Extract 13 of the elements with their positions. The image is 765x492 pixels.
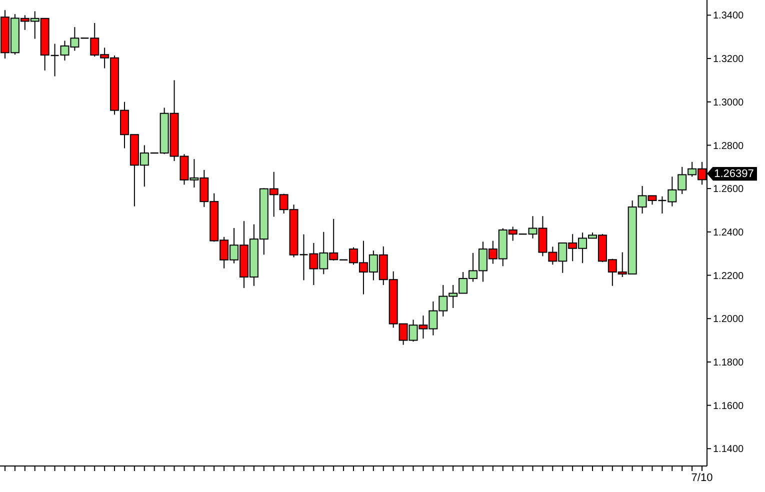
- y-tick-label: 1.2200: [713, 270, 744, 282]
- y-tick-label: 1.1800: [713, 358, 744, 369]
- text: 1.26397: [710, 168, 754, 180]
- y-tick-label: 1.1400: [713, 444, 744, 456]
- y-tick-label: 1.2400: [713, 227, 744, 238]
- y-tick-label: 1.2000: [713, 314, 744, 326]
- y-tick-label: 1.2800: [713, 140, 744, 152]
- y-tick-label: 1.3000: [713, 97, 744, 108]
- y-tick-label: 1.2600: [713, 184, 744, 196]
- y-tick-label: 1.1600: [713, 400, 744, 412]
- y-tick-label: 1.3200: [713, 54, 744, 66]
- x-tick-label: 7/10: [691, 472, 713, 484]
- y-tick-label: 1.3400: [713, 10, 744, 22]
